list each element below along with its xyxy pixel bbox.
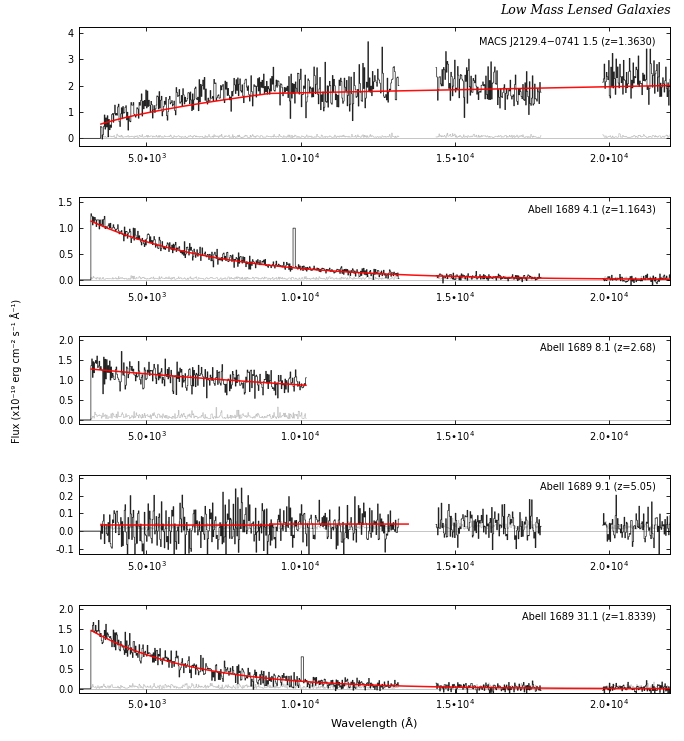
Text: Low Mass Lensed Galaxies: Low Mass Lensed Galaxies [500,4,670,17]
Text: Abell 1689 4.1 (z=1.1643): Abell 1689 4.1 (z=1.1643) [527,204,655,214]
Text: Abell 1689 8.1 (z=2.68): Abell 1689 8.1 (z=2.68) [540,343,655,353]
Text: MACS J2129.4−0741 1.5 (z=1.3630): MACS J2129.4−0741 1.5 (z=1.3630) [479,37,655,47]
Text: Flux (x10⁻¹⁹ erg cm⁻² s⁻¹ Å⁻¹): Flux (x10⁻¹⁹ erg cm⁻² s⁻¹ Å⁻¹) [10,299,22,442]
Text: Abell 1689 31.1 (z=1.8339): Abell 1689 31.1 (z=1.8339) [521,612,655,622]
Text: Abell 1689 9.1 (z=5.05): Abell 1689 9.1 (z=5.05) [540,481,655,491]
X-axis label: Wavelength (Å): Wavelength (Å) [331,717,418,729]
